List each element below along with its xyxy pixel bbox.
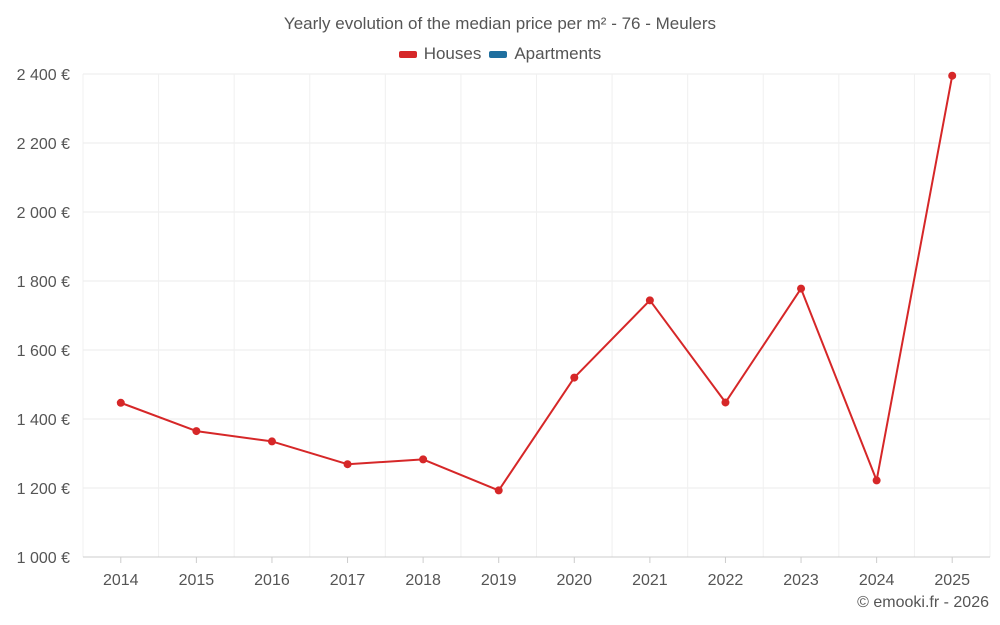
data-point-houses-2017 xyxy=(343,460,352,469)
x-tick-label: 2018 xyxy=(405,572,441,589)
x-tick-label: 2023 xyxy=(783,572,819,589)
y-tick-label: 1 800 € xyxy=(17,274,70,291)
x-tick-label: 2021 xyxy=(632,572,668,589)
series-line-houses xyxy=(120,75,954,492)
x-tick-label: 2024 xyxy=(859,572,895,589)
legend-item-houses[interactable]: Houses xyxy=(398,44,482,64)
y-tick-label: 1 400 € xyxy=(17,412,70,429)
data-point-houses-2021 xyxy=(645,296,654,305)
data-point-houses-2018 xyxy=(419,455,428,464)
x-tick-label: 2020 xyxy=(556,572,592,589)
data-point-houses-2022 xyxy=(721,398,730,407)
x-tick-label: 2025 xyxy=(934,572,970,589)
x-tick-label: 2014 xyxy=(103,572,139,589)
y-tick-label: 1 000 € xyxy=(17,550,70,567)
data-point-houses-2020 xyxy=(570,373,579,382)
x-tick-label: 2022 xyxy=(708,572,744,589)
copyright-footer: © emooki.fr - 2026 xyxy=(857,594,989,611)
chart-title: Yearly evolution of the median price per… xyxy=(283,14,717,33)
legend-swatch-apartments xyxy=(489,50,508,58)
legend-label-apartments: Apartments xyxy=(514,44,602,63)
legend-label-houses: Houses xyxy=(423,44,482,63)
data-point-houses-2023 xyxy=(797,284,806,293)
legend: Houses Apartments xyxy=(0,44,1000,64)
data-point-houses-2019 xyxy=(494,486,503,495)
y-tick-label: 1 200 € xyxy=(17,481,70,498)
y-tick-label: 2 200 € xyxy=(17,136,70,153)
data-point-houses-2025 xyxy=(948,71,957,80)
legend-item-apartments[interactable]: Apartments xyxy=(489,44,601,64)
x-tick-label: 2019 xyxy=(481,572,517,589)
data-point-houses-2014 xyxy=(116,398,125,407)
x-tick-label: 2016 xyxy=(254,572,290,589)
x-tick-label: 2015 xyxy=(179,572,215,589)
data-point-houses-2024 xyxy=(872,476,881,485)
y-tick-label: 2 000 € xyxy=(17,205,70,222)
data-point-houses-2016 xyxy=(267,437,276,446)
y-tick-label: 1 600 € xyxy=(17,343,70,360)
legend-swatch-houses xyxy=(398,50,417,58)
y-tick-label: 2 400 € xyxy=(17,67,70,84)
x-tick-label: 2017 xyxy=(330,572,366,589)
data-point-houses-2015 xyxy=(192,427,201,436)
